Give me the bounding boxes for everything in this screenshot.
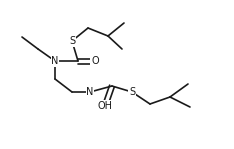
Text: N: N [51,56,59,66]
Text: O: O [91,56,99,66]
Text: S: S [69,36,75,46]
Text: N: N [86,87,94,97]
Text: S: S [129,87,135,97]
Text: OH: OH [98,101,113,111]
